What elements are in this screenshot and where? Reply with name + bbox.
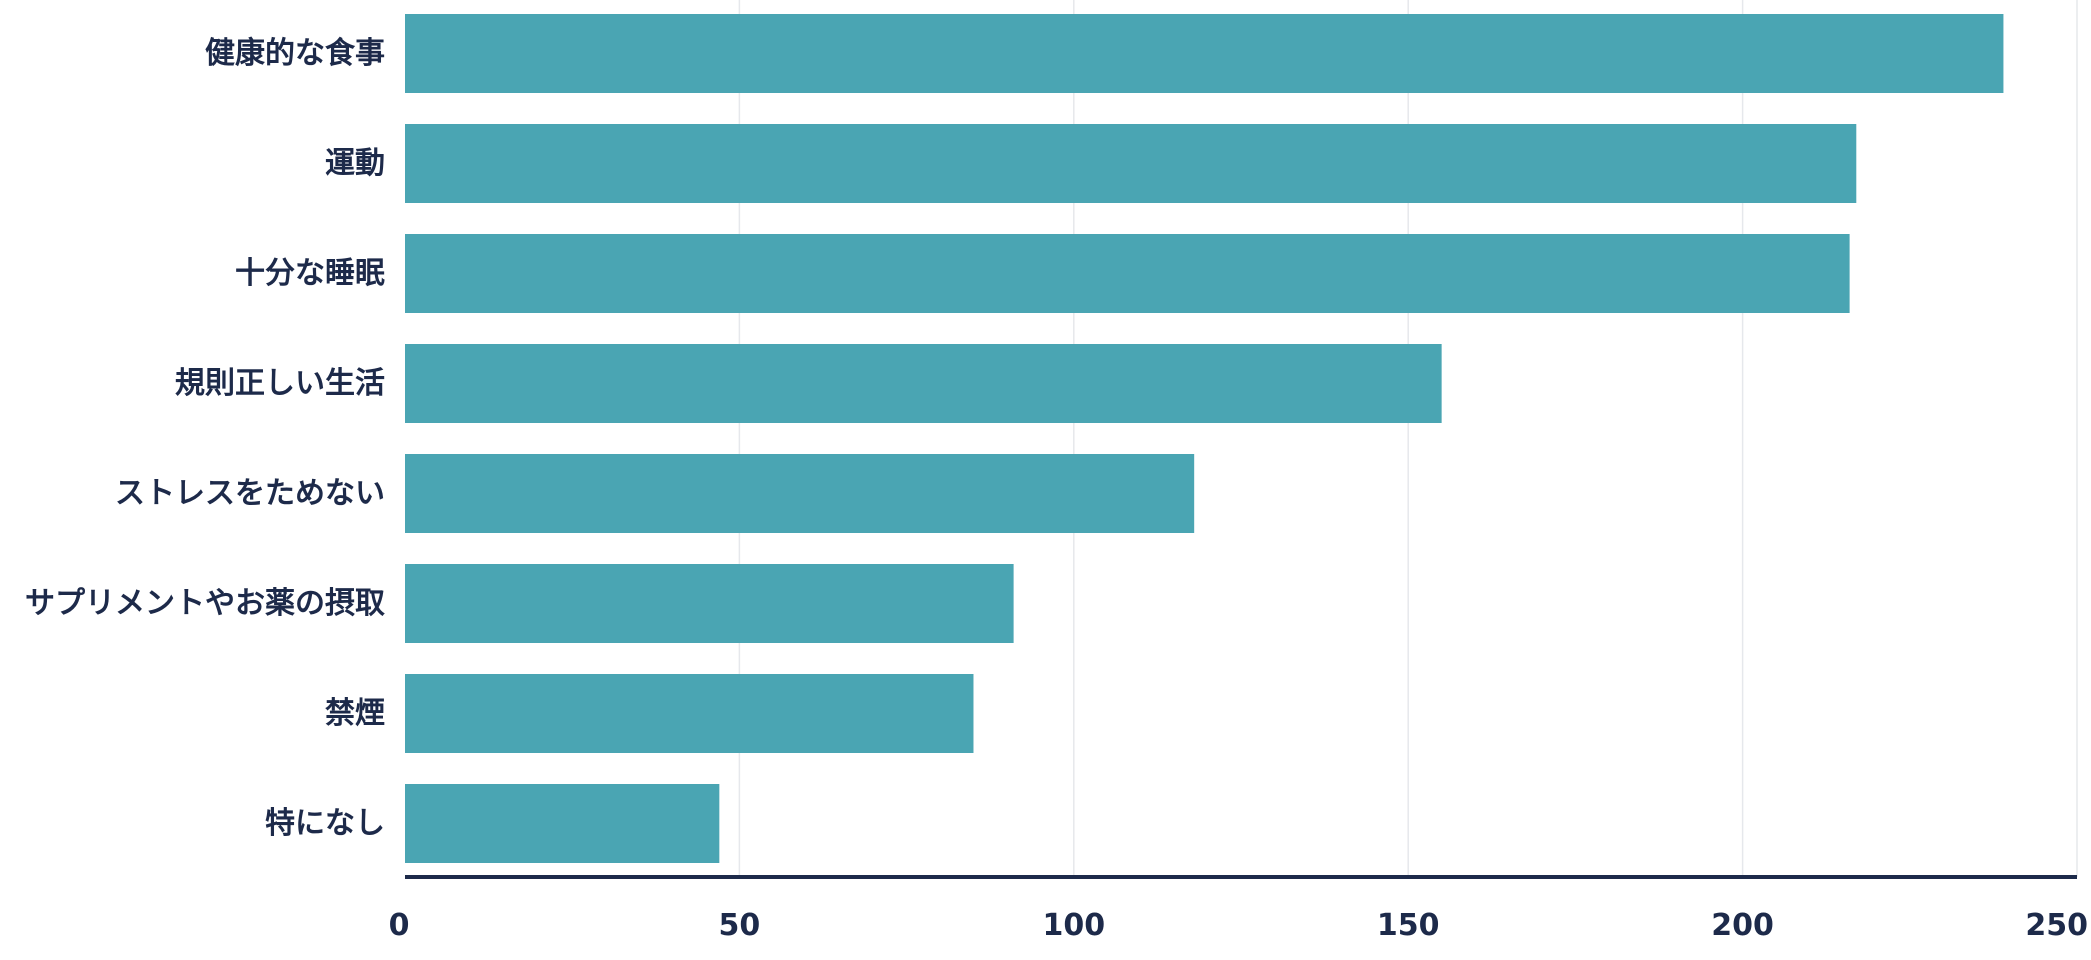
bar-4 (405, 454, 1195, 533)
bar-1 (405, 124, 1857, 203)
x-tick-label-100: 100 (1042, 908, 1105, 943)
x-axis: 0 50 100 150 200 250 (389, 875, 2088, 943)
category-label-1: 運動 (325, 146, 385, 181)
bar-2 (405, 234, 1850, 313)
bar-7 (405, 784, 720, 863)
x-tick-label-250: 250 (2025, 908, 2088, 943)
category-label-6: 禁煙 (325, 696, 385, 731)
category-label-4: ストレスをためない (115, 476, 385, 511)
x-tick-label-200: 200 (1711, 908, 1774, 943)
category-label-0: 健康的な食事 (205, 36, 385, 71)
category-label-2: 十分な睡眠 (235, 256, 385, 291)
bar-6 (405, 674, 974, 753)
category-label-5: サプリメントやお薬の摂取 (25, 586, 385, 621)
category-label-layer: 健康的な食事運動十分な睡眠規則正しい生活ストレスをためないサプリメントやお薬の摂… (25, 36, 385, 841)
category-label-3: 規則正しい生活 (175, 366, 385, 401)
x-tick-label-50: 50 (719, 908, 761, 943)
bar-layer (405, 14, 2004, 863)
x-tick-label-150: 150 (1377, 908, 1440, 943)
bar-5 (405, 564, 1014, 643)
bar-3 (405, 344, 1442, 423)
category-label-7: 特になし (265, 806, 385, 841)
x-tick-label-0: 0 (389, 908, 410, 943)
bar-0 (405, 14, 2004, 93)
